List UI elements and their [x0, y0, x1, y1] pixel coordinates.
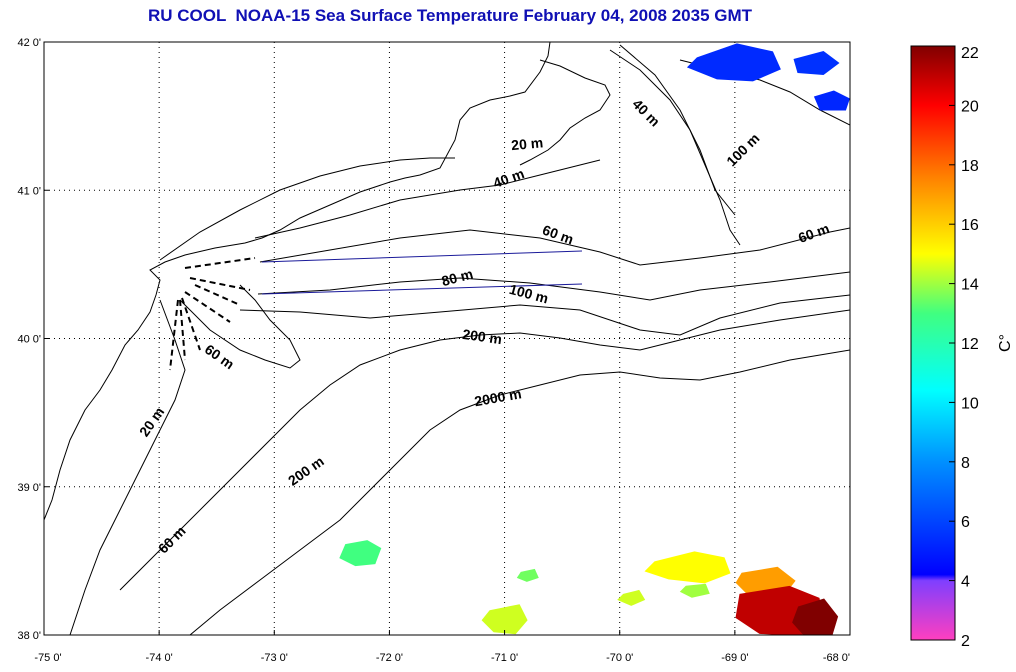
- contour-label: 80 m: [440, 265, 475, 289]
- radar-dashes: [169, 257, 256, 371]
- sst-patch: [679, 583, 710, 598]
- colorbar-tick-label: 2: [961, 633, 970, 650]
- sst-patch: [516, 568, 539, 582]
- sst-patch: [644, 551, 731, 584]
- contour-label: 2000 m: [473, 385, 523, 409]
- colorbar: [910, 45, 956, 641]
- lat-tick-label: 39 0': [17, 482, 41, 494]
- contour-200m: [119, 309, 850, 591]
- colorbar-tick-label: 20: [961, 98, 979, 115]
- lat-tick-label: 40 0': [17, 334, 41, 346]
- colorbar-tick-label: 10: [961, 395, 979, 412]
- sst-patch: [481, 604, 528, 635]
- axis-tick-labels: -75 0' -74 0' -73 0' -72 0' -71 0' -70 0' -69 …: [17, 37, 851, 664]
- contour-label: 60 m: [202, 341, 237, 372]
- lat-tick-label: 38 0': [17, 630, 41, 642]
- contour-40m: [254, 159, 601, 239]
- lon-tick-label: -69 0': [721, 652, 748, 664]
- colorbar-unit: C°: [997, 334, 1014, 352]
- transect-line-1: [261, 250, 583, 263]
- lon-tick-label: -68 0': [823, 652, 850, 664]
- lat-tick-label: 42 0': [17, 37, 41, 49]
- contour-label: 60 m: [540, 221, 575, 247]
- colorbar-tick-label: 8: [961, 455, 970, 472]
- contour-label: 60 m: [796, 220, 831, 246]
- colorbar-tick-label: 18: [961, 158, 979, 175]
- contour-2000m: [189, 349, 850, 635]
- contour-60m: [259, 227, 850, 266]
- contour-80m: [257, 271, 850, 301]
- sst-patch: [686, 43, 781, 82]
- sst-patch: [793, 51, 840, 75]
- contour-label: 200 m: [285, 453, 327, 489]
- colorbar-tick-label: 14: [961, 277, 979, 294]
- sst-patch: [339, 540, 382, 567]
- colorbar-tick-label: 22: [961, 45, 979, 62]
- transect-line-2: [261, 283, 583, 295]
- map-title: RU COOL NOAA-15 Sea Surface Temperature …: [147, 6, 753, 25]
- lat-tick-label: 41 0': [17, 185, 41, 197]
- colorbar-tick-label: 6: [961, 514, 970, 531]
- contour-georges: [609, 49, 741, 246]
- lon-tick-label: -70 0': [606, 652, 633, 664]
- contour-20m: [69, 299, 186, 635]
- long-island: [159, 157, 455, 261]
- lon-tick-label: -75 0': [34, 652, 61, 664]
- colorbar-ticks: 2 4 6 8 10 12 14 16 18 20 22: [949, 45, 979, 650]
- coastline-and-bathymetry: [44, 42, 850, 635]
- colorbar-tick-label: 4: [961, 574, 970, 591]
- contour-label: 20 m: [136, 404, 167, 439]
- contour-label: 200 m: [461, 326, 503, 347]
- sst-patch: [617, 589, 646, 606]
- contour-georges-2: [619, 44, 736, 216]
- contour-label: 100 m: [723, 130, 762, 169]
- colorbar-tick-label: 16: [961, 217, 979, 234]
- coastline: [44, 42, 551, 521]
- lon-tick-label: -72 0': [376, 652, 403, 664]
- contour-60m-south: [179, 284, 301, 369]
- contour-label: 40 m: [491, 165, 526, 191]
- cape-cod: [519, 59, 611, 166]
- sst-patch: [792, 598, 839, 635]
- lon-tick-label: -71 0': [491, 652, 518, 664]
- contour-label: 60 m: [155, 523, 189, 557]
- contour-label: 40 m: [629, 96, 663, 130]
- sst-patches: [339, 43, 850, 635]
- lon-tick-label: -74 0': [146, 652, 173, 664]
- colorbar-tick-label: 12: [961, 336, 979, 353]
- sst-patch: [813, 90, 850, 111]
- contour-100m: [239, 294, 850, 336]
- lon-tick-label: -73 0': [261, 652, 288, 664]
- contour-label: 20 m: [511, 134, 544, 153]
